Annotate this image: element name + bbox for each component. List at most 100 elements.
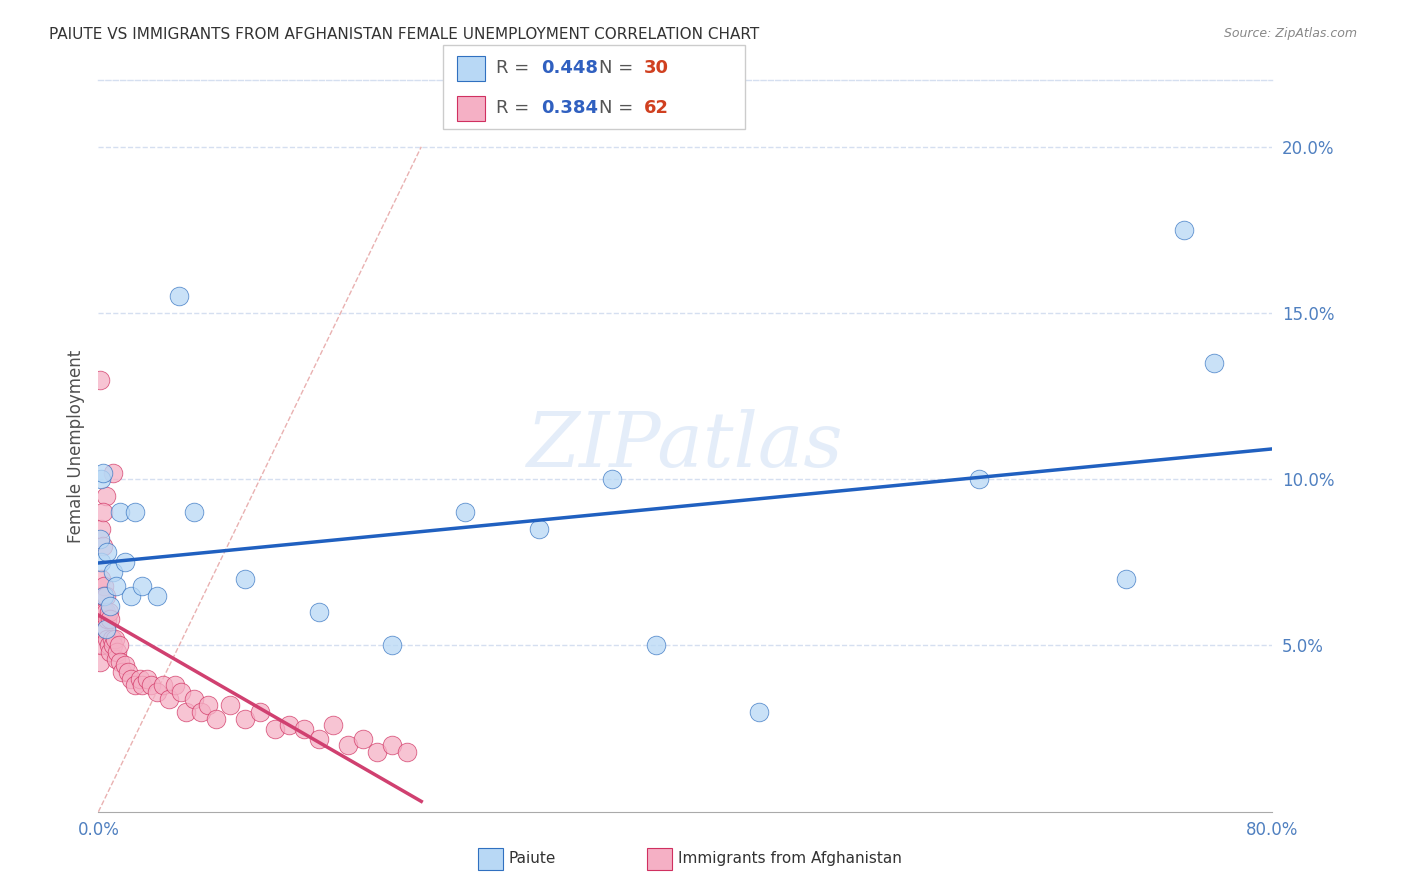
Point xyxy=(395,745,418,759)
Point xyxy=(96,612,118,626)
Point xyxy=(197,698,219,713)
Point xyxy=(322,718,344,732)
Point xyxy=(91,589,114,603)
Point xyxy=(93,605,115,619)
Point xyxy=(157,691,180,706)
Point xyxy=(100,632,122,646)
Point xyxy=(105,579,128,593)
Point xyxy=(352,731,374,746)
Point xyxy=(93,579,115,593)
Point xyxy=(163,678,186,692)
Point xyxy=(1173,223,1195,237)
Point xyxy=(141,678,163,692)
Point xyxy=(105,652,128,666)
Point xyxy=(117,665,139,679)
Point xyxy=(90,522,112,536)
Point xyxy=(94,622,117,636)
Text: 0.448: 0.448 xyxy=(541,60,599,78)
Point xyxy=(748,705,770,719)
Point xyxy=(90,472,112,486)
Point xyxy=(110,655,132,669)
Point xyxy=(967,472,990,486)
Point xyxy=(89,655,111,669)
Point xyxy=(249,705,271,719)
Point xyxy=(124,506,146,520)
Point xyxy=(128,672,150,686)
Point xyxy=(146,589,169,603)
Point xyxy=(101,639,124,653)
Text: ZIPatlas: ZIPatlas xyxy=(527,409,844,483)
Text: R =: R = xyxy=(496,60,536,78)
Point xyxy=(183,506,205,520)
Text: PAIUTE VS IMMIGRANTS FROM AFGHANISTAN FEMALE UNEMPLOYMENT CORRELATION CHART: PAIUTE VS IMMIGRANTS FROM AFGHANISTAN FE… xyxy=(49,27,759,42)
Point xyxy=(103,632,125,646)
Point xyxy=(120,672,142,686)
Text: 0.384: 0.384 xyxy=(541,99,599,117)
Point xyxy=(94,605,117,619)
Point xyxy=(107,645,129,659)
Point xyxy=(89,532,111,546)
Point xyxy=(381,738,404,752)
Point xyxy=(205,712,228,726)
Point xyxy=(135,672,157,686)
Point xyxy=(292,722,315,736)
Point xyxy=(90,639,112,653)
Point xyxy=(91,539,114,553)
Point xyxy=(527,522,550,536)
Point xyxy=(101,466,124,480)
Point xyxy=(219,698,242,713)
Point xyxy=(97,639,120,653)
Text: 62: 62 xyxy=(644,99,669,117)
Point xyxy=(98,599,121,613)
Point xyxy=(1115,572,1137,586)
Point xyxy=(308,731,330,746)
Text: R =: R = xyxy=(496,99,536,117)
Point xyxy=(94,489,117,503)
Point xyxy=(169,685,191,699)
Point xyxy=(233,572,256,586)
Point xyxy=(124,678,146,692)
Point xyxy=(381,639,404,653)
Point xyxy=(131,678,153,692)
Point xyxy=(167,289,190,303)
Point xyxy=(98,612,121,626)
Point xyxy=(108,639,131,653)
Text: Paiute: Paiute xyxy=(509,852,557,866)
Point xyxy=(278,718,301,732)
Point xyxy=(146,685,169,699)
Point xyxy=(190,705,212,719)
Text: N =: N = xyxy=(599,60,638,78)
Point xyxy=(645,639,668,653)
Point xyxy=(366,745,388,759)
Point xyxy=(101,566,124,580)
Point xyxy=(89,372,111,386)
Point xyxy=(114,555,136,569)
Point xyxy=(110,506,132,520)
Point xyxy=(93,589,115,603)
Point xyxy=(91,622,114,636)
Point xyxy=(90,555,112,569)
Point xyxy=(97,605,120,619)
Point xyxy=(91,506,114,520)
Point xyxy=(98,645,121,659)
Point xyxy=(233,712,256,726)
Text: Source: ZipAtlas.com: Source: ZipAtlas.com xyxy=(1223,27,1357,40)
Point xyxy=(94,622,117,636)
Point xyxy=(308,605,330,619)
Point xyxy=(120,589,142,603)
Point xyxy=(263,722,285,736)
Point xyxy=(111,665,134,679)
Point xyxy=(176,705,198,719)
Point xyxy=(600,472,623,486)
Point xyxy=(90,572,112,586)
Point xyxy=(1202,356,1225,370)
Text: Immigrants from Afghanistan: Immigrants from Afghanistan xyxy=(678,852,901,866)
Text: 30: 30 xyxy=(644,60,669,78)
Point xyxy=(152,678,174,692)
Point xyxy=(183,691,205,706)
Point xyxy=(114,658,136,673)
Point xyxy=(94,589,117,603)
Point xyxy=(336,738,359,752)
Point xyxy=(131,579,153,593)
Point xyxy=(96,632,118,646)
